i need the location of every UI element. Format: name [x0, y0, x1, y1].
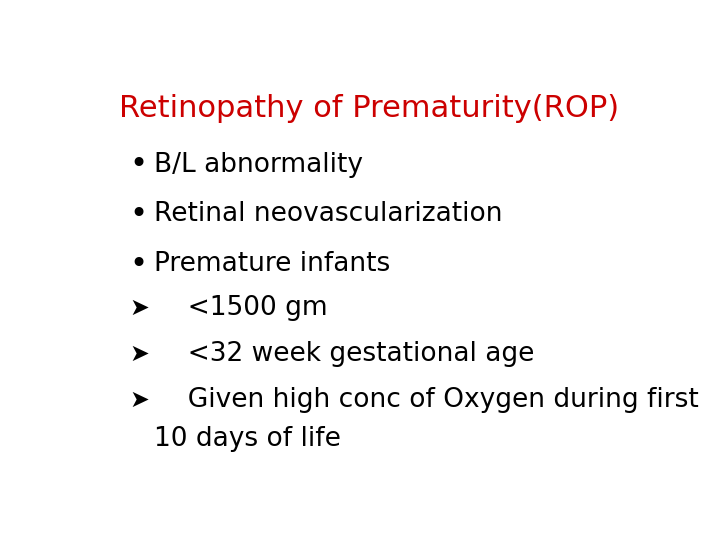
Text: ➤: ➤ — [129, 296, 149, 320]
Text: Retinopathy of Prematurity(ROP): Retinopathy of Prematurity(ROP) — [119, 94, 619, 123]
Text: 10 days of life: 10 days of life — [154, 426, 341, 452]
Text: ➤: ➤ — [129, 388, 149, 411]
Text: Premature infants: Premature infants — [154, 252, 390, 278]
Text: <1500 gm: <1500 gm — [171, 295, 328, 321]
Text: ➤: ➤ — [129, 342, 149, 366]
Text: <32 week gestational age: <32 week gestational age — [171, 341, 534, 367]
Text: •: • — [129, 150, 147, 179]
Text: •: • — [129, 250, 147, 279]
Text: Retinal neovascularization: Retinal neovascularization — [154, 201, 503, 227]
Text: Given high conc of Oxygen during first: Given high conc of Oxygen during first — [171, 387, 698, 413]
Text: •: • — [129, 200, 147, 229]
Text: B/L abnormality: B/L abnormality — [154, 152, 363, 178]
